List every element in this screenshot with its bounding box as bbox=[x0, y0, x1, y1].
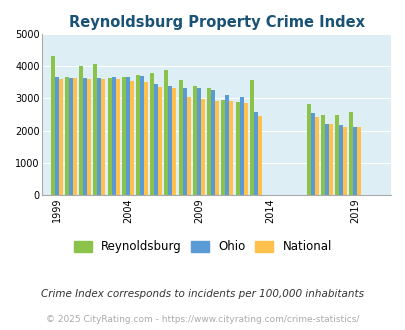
Bar bbox=[55, 77, 58, 195]
Bar bbox=[186, 97, 190, 195]
Bar bbox=[158, 87, 162, 195]
Bar bbox=[349, 112, 353, 195]
Bar bbox=[249, 80, 253, 195]
Bar bbox=[243, 103, 247, 195]
Bar bbox=[87, 79, 91, 195]
Bar bbox=[58, 80, 62, 195]
Text: © 2025 CityRating.com - https://www.cityrating.com/crime-statistics/: © 2025 CityRating.com - https://www.city… bbox=[46, 315, 359, 324]
Bar bbox=[107, 78, 111, 195]
Bar bbox=[140, 76, 144, 195]
Title: Reynoldsburg Property Crime Index: Reynoldsburg Property Crime Index bbox=[68, 15, 364, 30]
Bar bbox=[126, 77, 130, 195]
Bar bbox=[356, 127, 360, 195]
Bar bbox=[115, 80, 119, 195]
Bar bbox=[154, 84, 158, 195]
Bar bbox=[353, 127, 356, 195]
Bar bbox=[122, 77, 126, 195]
Bar bbox=[111, 77, 115, 195]
Bar bbox=[310, 113, 314, 195]
Bar bbox=[342, 127, 346, 195]
Bar bbox=[253, 112, 257, 195]
Bar bbox=[72, 79, 77, 195]
Bar bbox=[229, 101, 233, 195]
Bar bbox=[182, 88, 186, 195]
Bar bbox=[130, 82, 133, 195]
Bar bbox=[235, 102, 239, 195]
Bar bbox=[338, 125, 342, 195]
Bar bbox=[172, 88, 176, 195]
Bar bbox=[69, 78, 72, 195]
Bar bbox=[239, 96, 243, 195]
Bar bbox=[324, 124, 328, 195]
Bar bbox=[211, 90, 215, 195]
Bar bbox=[306, 104, 310, 195]
Bar bbox=[164, 70, 168, 195]
Text: Crime Index corresponds to incidents per 100,000 inhabitants: Crime Index corresponds to incidents per… bbox=[41, 289, 364, 299]
Bar bbox=[320, 115, 324, 195]
Bar bbox=[83, 79, 87, 195]
Bar bbox=[192, 86, 196, 195]
Bar bbox=[65, 77, 69, 195]
Bar bbox=[328, 124, 332, 195]
Bar bbox=[97, 79, 101, 195]
Bar bbox=[79, 66, 83, 195]
Bar bbox=[51, 56, 55, 195]
Bar bbox=[257, 116, 261, 195]
Bar bbox=[200, 99, 205, 195]
Bar bbox=[168, 86, 172, 195]
Bar bbox=[178, 81, 182, 195]
Bar bbox=[207, 88, 211, 195]
Bar bbox=[335, 115, 338, 195]
Bar bbox=[144, 82, 147, 195]
Bar bbox=[136, 75, 140, 195]
Bar bbox=[196, 88, 200, 195]
Bar bbox=[221, 100, 225, 195]
Bar bbox=[93, 64, 97, 195]
Bar bbox=[314, 116, 318, 195]
Bar bbox=[101, 79, 105, 195]
Bar bbox=[150, 73, 154, 195]
Legend: Reynoldsburg, Ohio, National: Reynoldsburg, Ohio, National bbox=[69, 236, 336, 258]
Bar bbox=[225, 95, 229, 195]
Bar bbox=[215, 101, 219, 195]
